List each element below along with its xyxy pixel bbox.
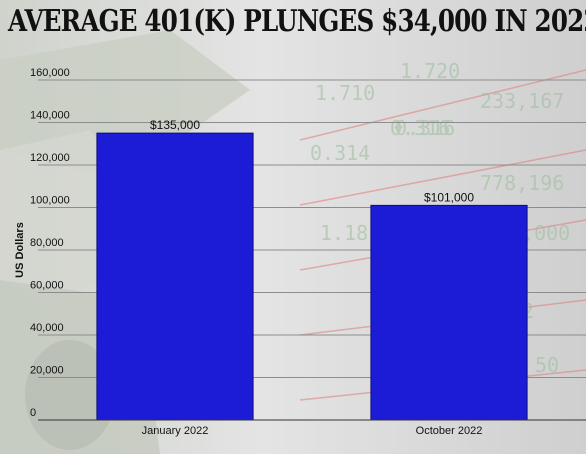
y-tick-label: 120,000: [30, 152, 70, 164]
portrait-on-banknote: [25, 340, 115, 450]
y-tick-label: 20,000: [30, 365, 64, 377]
background-ticker-number: 778,196: [480, 171, 564, 195]
y-tick-label: 0: [30, 407, 36, 419]
y-axis-label: US Dollars: [14, 222, 26, 278]
y-tick-label: 160,000: [30, 67, 70, 79]
background-ticker-number: 1.18: [320, 221, 368, 245]
y-tick-label: 140,000: [30, 110, 70, 122]
x-tick-label: October 2022: [416, 425, 483, 437]
y-axis-ticks: 0 20,000 40,000 60,000 80,000 100,000 120,000 1…: [30, 67, 70, 419]
bar: [96, 132, 254, 421]
y-tick-label: 80,000: [30, 237, 64, 249]
background-ticker-number: 0.316: [390, 116, 450, 140]
bar-data-label: $101,000: [424, 190, 474, 204]
chart-title: AVERAGE 401(K) PLUNGES $34,000 IN 2022: [8, 4, 586, 39]
background-ticker-number: 50: [535, 353, 559, 377]
y-tick-label: 40,000: [30, 322, 64, 334]
y-tick-label: 100,000: [30, 195, 70, 207]
bars: $135,000 $101,000: [96, 118, 528, 421]
y-tick-label: 60,000: [30, 280, 64, 292]
background-ticker-number: 0.316: [395, 116, 455, 140]
bar: [370, 204, 528, 421]
x-axis-ticks: January 2022 October 2022: [142, 425, 483, 437]
background-ticker-number: 233,167: [480, 89, 564, 113]
x-tick-label: January 2022: [142, 425, 209, 437]
background-ticker-number: 1.720: [400, 59, 460, 83]
background-ticker-number: 1.710: [315, 81, 375, 105]
bar-data-label: $135,000: [150, 118, 200, 132]
background-ticker-number: 0.314: [310, 141, 370, 165]
